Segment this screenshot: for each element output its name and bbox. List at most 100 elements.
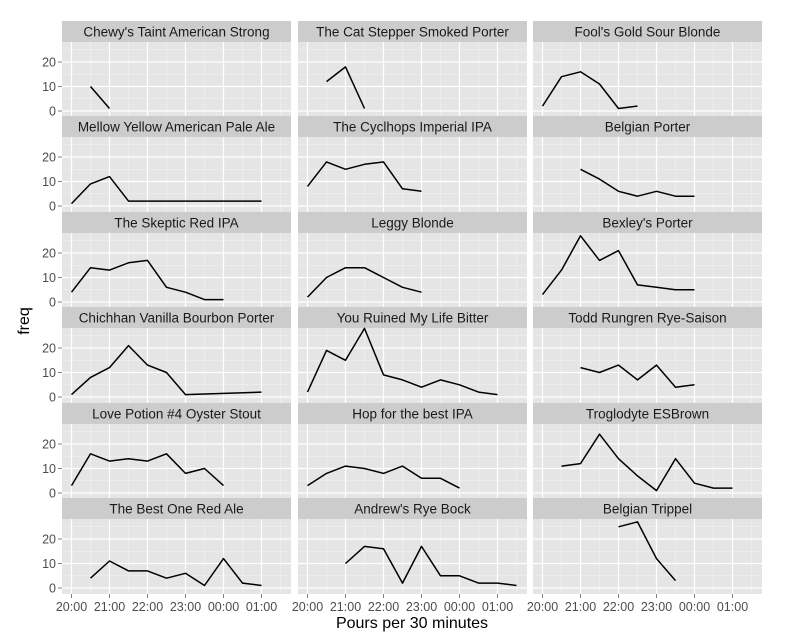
- facet-strip: [533, 498, 762, 519]
- y-tick-label: 0: [49, 296, 56, 310]
- facet-todd-rungren-rye-saison: Todd Rungren Rye-Saison: [533, 307, 762, 403]
- x-tick-label: 21:00: [94, 600, 125, 614]
- y-tick-label: 0: [49, 105, 56, 119]
- facet-title: The Cyclhops Imperial IPA: [333, 120, 492, 135]
- y-tick-label: 20: [42, 247, 56, 261]
- y-tick-label: 0: [49, 582, 56, 596]
- x-tick-label: 23:00: [406, 600, 437, 614]
- y-tick-label: 20: [42, 151, 56, 165]
- facet-strip: [62, 498, 291, 519]
- facet-title: Mellow Yellow American Pale Ale: [78, 120, 275, 135]
- facet-hop-for-the-best-ipa: Hop for the best IPA: [298, 403, 527, 499]
- y-tick-label: 10: [42, 80, 56, 94]
- series-line-chewy-s-taint-american-strong: [89, 86, 111, 109]
- x-tick-label: 23:00: [641, 600, 672, 614]
- facet-chichhan-vanilla-bourbon-porter: Chichhan Vanilla Bourbon Porter: [62, 307, 291, 403]
- x-tick-label: 01:00: [482, 600, 513, 614]
- x-tick-label: 20:00: [527, 600, 558, 614]
- plot-background: [298, 42, 527, 117]
- facet-title: Andrew's Rye Bock: [354, 502, 471, 517]
- facet-title: Belgian Trippel: [603, 502, 692, 517]
- x-tick-label: 01:00: [246, 600, 277, 614]
- facet-strip: [298, 403, 527, 424]
- facet-troglodyte-esbrown: Troglodyte ESBrown: [533, 403, 762, 499]
- x-tick-label: 00:00: [679, 600, 710, 614]
- facet-title: Belgian Porter: [605, 120, 691, 135]
- series-line-andrew-s-rye-bock: [344, 545, 517, 587]
- y-tick-label: 20: [42, 342, 56, 356]
- facet-leggy-blonde: Leggy Blonde: [298, 212, 527, 308]
- series-line-love-potion-4-oyster-stout: [70, 453, 225, 487]
- x-tick-label: 23:00: [170, 600, 201, 614]
- y-tick-labels: 0 10 20 0 10 20 0 10 20 0 10 20 0 10 20 0 10 20: [42, 56, 62, 596]
- plot-background: [533, 233, 762, 308]
- x-tick-label: 00:00: [444, 600, 475, 614]
- facet-title: You Ruined My Life Bitter: [337, 311, 489, 326]
- series-line-the-skeptic-red-ipa: [70, 259, 224, 301]
- y-tick-label: 0: [49, 200, 56, 214]
- plot-background: [62, 519, 291, 594]
- facet-strip: [533, 116, 762, 137]
- x-tick-label: 01:00: [717, 600, 748, 614]
- plot-background: [62, 328, 291, 403]
- facet-strip: [298, 21, 527, 42]
- facet-belgian-trippel: Belgian Trippel: [533, 498, 762, 594]
- y-tick-label: 20: [42, 438, 56, 452]
- facet-title: Todd Rungren Rye-Saison: [568, 311, 726, 326]
- x-tick-label: 20:00: [56, 600, 87, 614]
- facet-title: The Skeptic Red IPA: [114, 216, 238, 231]
- series-line-todd-rungren-rye-saison: [580, 364, 695, 388]
- facet-strip: [298, 212, 527, 233]
- facet-andrew-s-rye-bock: Andrew's Rye Bock: [298, 498, 527, 594]
- y-tick-label: 0: [49, 487, 56, 501]
- series-line-mellow-yellow-american-pale-ale: [70, 175, 262, 205]
- facet-title: Troglodyte ESBrown: [586, 407, 709, 422]
- facet-the-skeptic-red-ipa: The Skeptic Red IPA: [62, 212, 291, 308]
- series-line-leggy-blonde: [306, 266, 422, 298]
- y-tick-label: 10: [42, 462, 56, 476]
- facet-strip: [533, 21, 762, 42]
- y-tick-label: 10: [42, 366, 56, 380]
- facet-strip: [62, 21, 291, 42]
- plot-background: [298, 328, 527, 403]
- series-line-troglodyte-esbrown: [561, 433, 733, 492]
- facet-title: Chichhan Vanilla Bourbon Porter: [79, 311, 275, 326]
- facet-the-best-one-red-ale: The Best One Red Ale: [62, 498, 291, 594]
- facet-title: The Best One Red Ale: [109, 502, 243, 517]
- plot-background: [62, 424, 291, 499]
- plot-background: [533, 328, 762, 403]
- x-tick-label: 20:00: [292, 600, 323, 614]
- series-line-bexley-s-porter: [541, 235, 695, 296]
- y-axis-title: freq: [16, 307, 33, 335]
- series-line-you-ruined-my-life-bitter: [306, 327, 498, 396]
- facet-strip: [298, 498, 527, 519]
- facet-strip: [62, 116, 291, 137]
- y-tick-label: 20: [42, 533, 56, 547]
- facet-strip: [533, 307, 762, 328]
- x-tick-label: 21:00: [330, 600, 361, 614]
- facet-you-ruined-my-life-bitter: You Ruined My Life Bitter: [298, 307, 527, 403]
- facet-title: Love Potion #4 Oyster Stout: [92, 407, 261, 422]
- facet-love-potion-4-oyster-stout: Love Potion #4 Oyster Stout: [62, 403, 291, 499]
- facet-title: Chewy's Taint American Strong: [83, 25, 269, 40]
- facet-title: The Cat Stepper Smoked Porter: [316, 25, 509, 40]
- y-tick-label: 20: [42, 56, 56, 70]
- series-line-belgian-porter: [580, 168, 695, 197]
- facet-strip: [298, 307, 527, 328]
- series-line-the-best-one-red-ale: [89, 557, 262, 587]
- plot-background: [298, 424, 527, 499]
- x-tick-label: 22:00: [132, 600, 163, 614]
- facet-bexley-s-porter: Bexley's Porter: [533, 212, 762, 308]
- facet-strip: [298, 116, 527, 137]
- facet-chewy-s-taint-american-strong: Chewy's Taint American Strong: [62, 21, 291, 117]
- series-line-the-cat-stepper-smoked-porter: [326, 66, 366, 109]
- facet-the-cyclhops-imperial-ipa: The Cyclhops Imperial IPA: [298, 116, 527, 212]
- plot-background: [533, 137, 762, 212]
- facet-title: Bexley's Porter: [602, 216, 693, 231]
- plot-background: [298, 137, 527, 212]
- facet-mellow-yellow-american-pale-ale: Mellow Yellow American Pale Ale: [62, 116, 291, 212]
- x-tick-label: 22:00: [603, 600, 634, 614]
- x-tick-label: 00:00: [208, 600, 239, 614]
- facet-strip: [62, 212, 291, 233]
